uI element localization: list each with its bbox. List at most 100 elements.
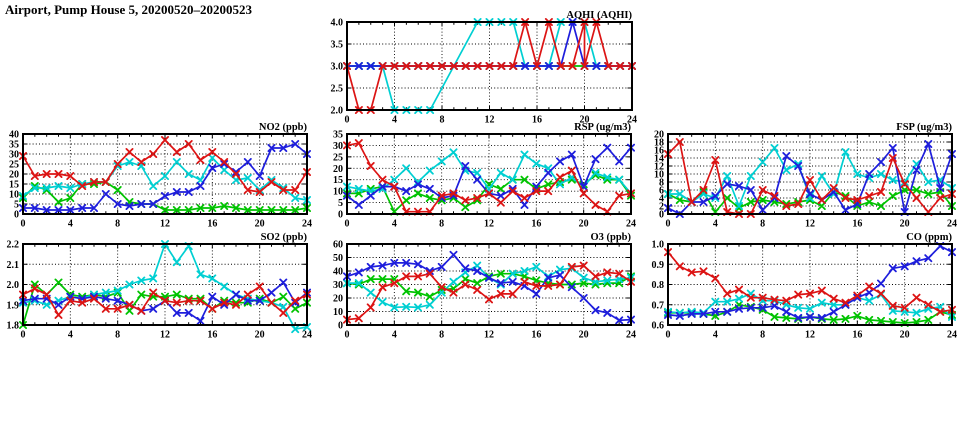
y-tick-label: 12: [654, 162, 664, 173]
x-tick-label: 8: [440, 115, 445, 126]
y-tick-label: 20: [333, 164, 343, 175]
y-tick-label: 15: [333, 175, 343, 186]
y-tick-label: 10: [9, 190, 19, 201]
y-tick-label: 1.8: [7, 321, 20, 332]
co-series-blue: [664, 242, 956, 322]
y-tick-label: 15: [9, 180, 19, 191]
chart-title-so2: SO2 (ppb): [261, 232, 308, 243]
x-tick-label: 8: [439, 330, 444, 341]
axis-labels: 0 4 8 12 16 20 24 0 10 20 30 40 50 60 O3 (ppb): [333, 232, 636, 341]
y-tick-label: 30: [333, 141, 343, 152]
x-tick-label: 12: [484, 219, 494, 230]
y-tick-label: 20: [9, 170, 19, 181]
gridlines: [23, 134, 307, 214]
chart-title-fsp: FSP (ug/m3): [896, 122, 952, 133]
x-tick-label: 16: [207, 219, 217, 230]
x-tick-label: 24: [626, 219, 636, 230]
plot-frame: [22, 243, 308, 326]
no2-series-cyan: [19, 154, 311, 204]
y-tick-label: 6: [659, 186, 664, 197]
y-tick-label: 5: [14, 200, 19, 211]
page-title: Airport, Pump House 5, 20200520–20200523: [5, 2, 252, 17]
co-red-line: [667, 251, 953, 313]
plot-frame: [667, 243, 953, 326]
plot-frame: [346, 21, 633, 111]
x-tick-label: 0: [666, 219, 671, 230]
x-tick-label: 20: [579, 330, 589, 341]
x-tick-label: 16: [207, 330, 217, 341]
y-tick-label: 10: [333, 187, 343, 198]
y-tick-label: 1.9: [7, 300, 20, 311]
y-tick-label: 18: [654, 138, 664, 149]
x-tick-label: 8: [115, 330, 120, 341]
x-tick-label: 4: [392, 330, 397, 341]
y-tick-label: 0.7: [652, 300, 665, 311]
x-tick-label: 20: [900, 219, 910, 230]
x-tick-label: 12: [160, 219, 170, 230]
x-tick-label: 0: [345, 330, 350, 341]
x-tick-label: 24: [947, 219, 957, 230]
chart-title-aqhi: AQHI (AQHI): [566, 10, 632, 21]
y-tick-label: 0: [338, 210, 343, 221]
y-tick-label: 25: [9, 160, 19, 171]
gridlines: [347, 134, 631, 214]
y-tick-label: 0: [338, 321, 343, 332]
x-tick-label: 8: [439, 219, 444, 230]
x-tick-label: 16: [852, 330, 862, 341]
y-tick-label: 2: [659, 202, 664, 213]
chart-o3: 0 4 8 12 16 20 24 0 10 20 30 40 50 60 O3 (ppb): [333, 232, 636, 341]
x-tick-label: 8: [115, 219, 120, 230]
x-tick-label: 8: [760, 330, 765, 341]
chart-so2: 0 4 8 12 16 20 24 1.8 1.9 2.0 2.1 2.2 SO2 (ppb): [7, 232, 313, 341]
x-tick-label: 16: [532, 115, 542, 126]
x-tick-label: 24: [947, 330, 957, 341]
x-tick-label: 0: [666, 330, 671, 341]
x-tick-label: 4: [68, 330, 73, 341]
x-tick-label: 12: [160, 330, 170, 341]
gridlines: [347, 244, 631, 325]
chart-title-no2: NO2 (ppb): [259, 122, 308, 133]
x-tick-label: 4: [713, 219, 718, 230]
y-tick-label: 16: [654, 146, 664, 157]
chart-title-rsp: RSP (ug/m3): [574, 122, 631, 133]
y-tick-label: 40: [9, 130, 19, 141]
plot-frame: [346, 243, 632, 326]
x-tick-label: 12: [805, 330, 815, 341]
x-tick-label: 0: [21, 219, 26, 230]
x-tick-label: 12: [484, 330, 494, 341]
y-tick-label: 0: [14, 210, 19, 221]
y-tick-label: 4.0: [331, 18, 344, 29]
o3-series-green: [343, 269, 635, 301]
axis-labels: 0 4 8 12 16 20 24 0.6 0.7 0.8 0.9 1.0 CO (ppm): [652, 232, 958, 341]
y-tick-label: 14: [654, 154, 664, 165]
x-tick-label: 4: [713, 330, 718, 341]
x-tick-label: 4: [68, 219, 73, 230]
y-tick-label: 0.8: [652, 280, 665, 291]
y-tick-label: 25: [333, 152, 343, 163]
y-tick-label: 2.0: [331, 106, 344, 117]
y-tick-label: 20: [333, 294, 343, 305]
y-tick-label: 50: [333, 253, 343, 264]
y-tick-label: 10: [333, 307, 343, 318]
x-tick-label: 24: [627, 115, 637, 126]
y-tick-label: 2.1: [7, 260, 20, 271]
y-tick-label: 40: [333, 267, 343, 278]
y-tick-label: 10: [654, 170, 664, 181]
y-tick-label: 2.5: [331, 84, 344, 95]
y-tick-label: 0.6: [652, 321, 665, 332]
y-tick-label: 20: [654, 130, 664, 141]
x-tick-label: 20: [580, 115, 590, 126]
o3-blue-markers: [343, 250, 635, 325]
y-tick-label: 35: [333, 130, 343, 141]
x-tick-label: 4: [392, 115, 397, 126]
y-tick-label: 4: [659, 194, 664, 205]
y-tick-label: 5: [338, 198, 343, 209]
x-tick-label: 24: [302, 330, 312, 341]
